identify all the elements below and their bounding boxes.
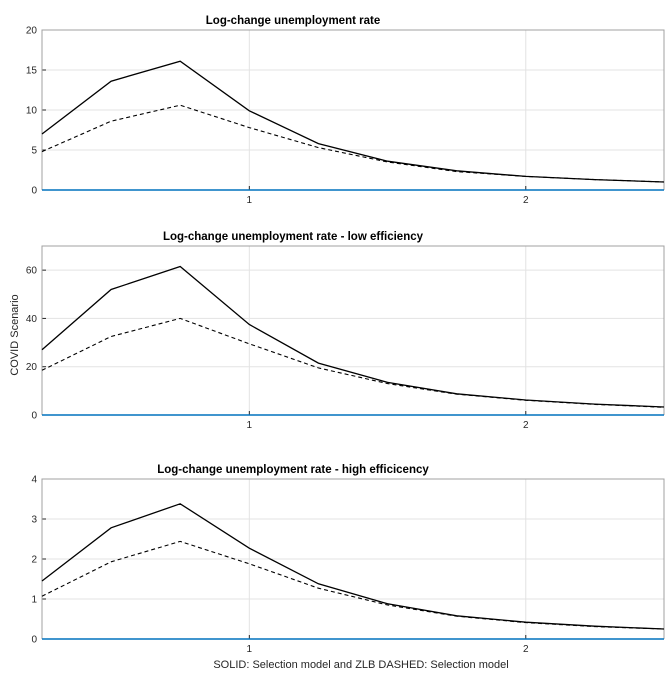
y-tick-label: 0 [31, 635, 37, 646]
x-tick-label: 1 [247, 644, 253, 655]
solid-series-line [41, 265, 665, 408]
y-tick-label: 60 [26, 266, 38, 277]
y-tick-label: 0 [31, 186, 37, 197]
x-axis-label: SOLID: Selection model and ZLB DASHED: S… [213, 659, 508, 671]
y-tick-label: 15 [26, 66, 38, 77]
y-tick-label: 10 [26, 106, 38, 117]
y-tick-label: 3 [31, 515, 37, 526]
dashed-series-line [41, 540, 665, 630]
dashed-series-line [41, 104, 665, 183]
chart-panel-3: 0 1 2 3 4 1 2 Log-change unemployment rate - hi… [31, 464, 665, 655]
solid-series-line [41, 503, 665, 630]
axes-frame [41, 245, 665, 415]
y-tick-label: 20 [26, 362, 38, 373]
y-tick-label: 20 [26, 26, 38, 37]
y-tick-label: 40 [26, 314, 38, 325]
solid-series-line [41, 60, 665, 183]
axes-frame [41, 29, 665, 190]
x-tick-label: 2 [523, 644, 529, 655]
chart-panel-2: 0 20 40 60 1 2 Log-change unemployment rate - … [26, 231, 665, 431]
y-tick-label: 4 [31, 475, 37, 486]
y-tick-label: 2 [31, 555, 37, 566]
axes-frame [41, 478, 665, 639]
chart-title: Log-change unemployment rate - low effic… [163, 231, 424, 243]
chart-title: Log-change unemployment rate - high effi… [157, 464, 429, 476]
x-tick-label: 2 [523, 195, 529, 206]
chart-title: Log-change unemployment rate [206, 15, 380, 27]
x-tick-label: 1 [247, 420, 253, 431]
x-tick-label: 1 [247, 195, 253, 206]
x-tick-label: 2 [523, 420, 529, 431]
dashed-series-line [41, 317, 665, 408]
y-tick-label: 0 [31, 411, 37, 422]
y-tick-label: 5 [31, 146, 37, 157]
chart-panel-1: 0 5 10 15 20 1 2 Log-change unemployment rate [26, 15, 665, 206]
y-tick-label: 1 [31, 595, 37, 606]
y-axis-label: COVID Scenario [9, 294, 21, 375]
